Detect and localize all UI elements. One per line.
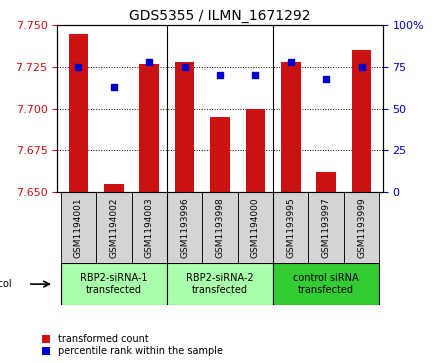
- Bar: [238, 192, 273, 263]
- Text: protocol: protocol: [0, 279, 11, 289]
- Bar: [167, 263, 273, 305]
- Text: GSM1194002: GSM1194002: [109, 197, 118, 258]
- Legend: transformed count, percentile rank within the sample: transformed count, percentile rank withi…: [40, 332, 224, 358]
- Bar: [104, 184, 124, 192]
- Text: GSM1193996: GSM1193996: [180, 197, 189, 258]
- Text: GSM1194000: GSM1194000: [251, 197, 260, 258]
- Point: [181, 64, 188, 70]
- Bar: [273, 263, 379, 305]
- Bar: [281, 62, 301, 192]
- Point: [252, 73, 259, 78]
- Bar: [344, 192, 379, 263]
- Bar: [308, 192, 344, 263]
- Text: control siRNA
transfected: control siRNA transfected: [293, 273, 359, 295]
- Bar: [61, 263, 167, 305]
- Bar: [202, 192, 238, 263]
- Title: GDS5355 / ILMN_1671292: GDS5355 / ILMN_1671292: [129, 9, 311, 23]
- Point: [358, 64, 365, 70]
- Text: RBP2-siRNA-1
transfected: RBP2-siRNA-1 transfected: [80, 273, 147, 295]
- Bar: [175, 62, 194, 192]
- Bar: [352, 50, 371, 192]
- Text: GSM1193998: GSM1193998: [216, 197, 224, 258]
- Bar: [69, 34, 88, 192]
- Text: GSM1194003: GSM1194003: [145, 197, 154, 258]
- Text: GSM1194001: GSM1194001: [74, 197, 83, 258]
- Point: [75, 64, 82, 70]
- Bar: [167, 192, 202, 263]
- Bar: [210, 117, 230, 192]
- Text: GSM1193999: GSM1193999: [357, 197, 366, 258]
- Point: [323, 76, 330, 82]
- Point: [110, 84, 117, 90]
- Bar: [246, 109, 265, 192]
- Bar: [273, 192, 308, 263]
- Text: GSM1193995: GSM1193995: [286, 197, 295, 258]
- Text: GSM1193997: GSM1193997: [322, 197, 331, 258]
- Point: [287, 59, 294, 65]
- Bar: [132, 192, 167, 263]
- Text: RBP2-siRNA-2
transfected: RBP2-siRNA-2 transfected: [186, 273, 254, 295]
- Bar: [139, 64, 159, 192]
- Bar: [316, 172, 336, 192]
- Bar: [61, 192, 96, 263]
- Bar: [96, 192, 132, 263]
- Point: [216, 73, 224, 78]
- Point: [146, 59, 153, 65]
